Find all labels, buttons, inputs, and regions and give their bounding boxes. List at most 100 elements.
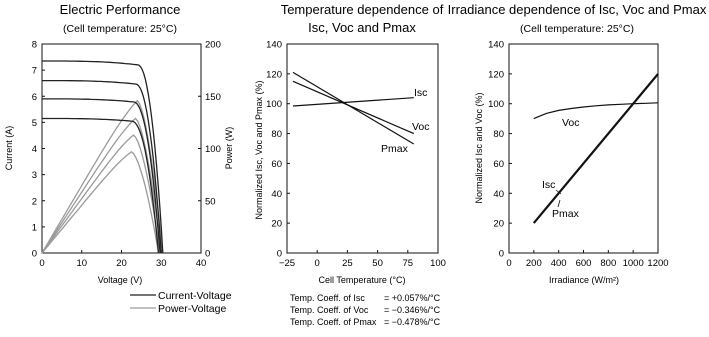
y-right-tick-label: 150 [205, 92, 221, 103]
y-tick-label: 8 [32, 40, 37, 51]
plot-frame [286, 43, 439, 254]
x-tick-label: 25 [342, 258, 353, 269]
axis-ticks: 0 200 400 600 800 1000 1200 0 20 40 60 80 100 120 140 [488, 40, 668, 270]
series-label-voc: Voc [412, 121, 430, 133]
y-tick-label: 60 [271, 159, 282, 170]
x-axis-label: Cell Temperature (°C) [319, 275, 406, 285]
coeff-label-voc: Temp. Coeff. of Voc [290, 305, 369, 315]
y-tick-label: 120 [266, 69, 282, 80]
series-label-voc: Voc [562, 117, 580, 129]
current-voltage-curve [42, 79, 162, 254]
series-line-isc [292, 97, 414, 107]
legend-power-voltage: Power-Voltage [158, 303, 226, 315]
chart-title: Irradiance dependence of Isc, Voc and Pm… [448, 2, 707, 17]
power-voltage-curve [41, 134, 161, 254]
coeff-label-isc: Temp. Coeff. of Isc [290, 293, 365, 303]
y-right-tick-label: 0 [205, 249, 210, 260]
y-right-tick-label: 200 [205, 40, 221, 51]
y-tick-label: 0 [277, 249, 282, 260]
plot-frame [508, 43, 659, 254]
y-tick-label: 3 [32, 170, 37, 181]
x-tick-label: 100 [430, 258, 446, 269]
series-line-isc [532, 73, 659, 224]
y-tick-label: 80 [271, 129, 282, 140]
x-tick-label: −25 [279, 258, 295, 269]
power-voltage-curves [41, 99, 164, 254]
electric-performance-chart: Electric Performance (Cell temperature: … [4, 2, 234, 315]
y-tick-label: 0 [499, 249, 504, 260]
x-tick-label: 600 [576, 258, 592, 269]
irradiance-dependence-chart: Irradiance dependence of Isc, Voc and Pm… [448, 2, 707, 285]
x-tick-label: 75 [403, 258, 414, 269]
x-axis-label: Voltage (V) [98, 275, 143, 285]
y-tick-label: 100 [266, 99, 282, 110]
y-tick-label: 140 [266, 40, 282, 51]
x-tick-label: 50 [372, 258, 383, 269]
x-tick-label: 10 [76, 258, 87, 269]
series-line-voc [292, 80, 415, 135]
power-voltage-curve [41, 150, 160, 254]
chart-title: Temperature dependence of [281, 2, 444, 17]
x-tick-label: 0 [39, 258, 44, 269]
y-tick-label: 40 [493, 189, 504, 200]
series-label-pmax: Pmax [381, 143, 409, 155]
series-lines: Voc Isc Pmax [532, 73, 659, 224]
x-tick-label: 1200 [647, 258, 668, 269]
y-axis-right-label: Power (W) [224, 127, 234, 170]
pmax-leader-line [557, 199, 561, 208]
y-axis-label: Normalized Isc, Voc and Pmax (%) [254, 80, 264, 219]
plot-frame [41, 43, 202, 254]
y-tick-label: 40 [271, 189, 282, 200]
y-axis-label: Normalized Isc and Voc (%) [474, 92, 484, 203]
current-voltage-curves [42, 60, 164, 254]
current-voltage-curve [42, 117, 160, 254]
y-tick-label: 140 [488, 40, 504, 51]
y-tick-label: 20 [271, 219, 282, 230]
isc-leader-line [555, 189, 562, 195]
y-axis-label: Current (A) [4, 126, 14, 171]
chart-subtitle: (Cell temperature: 25°C) [520, 23, 634, 35]
power-voltage-curve [41, 117, 162, 254]
series-label-isc: Isc [414, 87, 427, 99]
coeff-value-pmax: = −0.478%/°C [384, 317, 441, 327]
power-voltage-curve [41, 99, 164, 254]
x-tick-label: 20 [116, 258, 127, 269]
y-tick-label: 1 [32, 222, 37, 233]
y-right-tick-label: 50 [205, 196, 216, 207]
y-tick-label: 2 [32, 196, 37, 207]
y-right-tick-label: 100 [205, 144, 221, 155]
series-label-pmax: Pmax [552, 208, 580, 220]
series-line-pmax [292, 71, 415, 145]
y-tick-label: 4 [32, 144, 37, 155]
x-tick-label: 800 [600, 258, 616, 269]
current-voltage-curve [42, 98, 161, 254]
x-tick-label: 0 [315, 258, 320, 269]
temp-coefficients: Temp. Coeff. of Isc = +0.057%/°C Temp. C… [290, 293, 441, 327]
series-label-isc: Isc [542, 179, 555, 191]
x-tick-label: 400 [551, 258, 567, 269]
y-tick-label: 7 [32, 66, 37, 77]
y-tick-label: 80 [493, 129, 504, 140]
legend-current-voltage: Current-Voltage [158, 290, 232, 302]
y-tick-label: 5 [32, 118, 37, 129]
coeff-label-pmax: Temp. Coeff. of Pmax [290, 317, 377, 327]
current-voltage-curve [42, 60, 164, 254]
x-tick-label: 200 [526, 258, 542, 269]
coeff-value-voc: = −0.346%/°C [384, 305, 441, 315]
chart-title: Electric Performance [60, 2, 181, 17]
chart-title-line2: Isc, Voc and Pmax [308, 20, 416, 35]
x-axis-label: Irradiance (W/m²) [549, 275, 619, 285]
y-tick-label: 0 [32, 249, 37, 260]
chart-subtitle: (Cell temperature: 25°C) [63, 23, 177, 35]
y-tick-label: 20 [493, 219, 504, 230]
series-line-voc [533, 102, 659, 120]
y-tick-label: 6 [32, 92, 37, 103]
x-tick-label: 1000 [623, 258, 644, 269]
temperature-dependence-chart: Temperature dependence of Isc, Voc and P… [254, 2, 446, 327]
y-tick-label: 60 [493, 159, 504, 170]
x-tick-label: 30 [156, 258, 167, 269]
